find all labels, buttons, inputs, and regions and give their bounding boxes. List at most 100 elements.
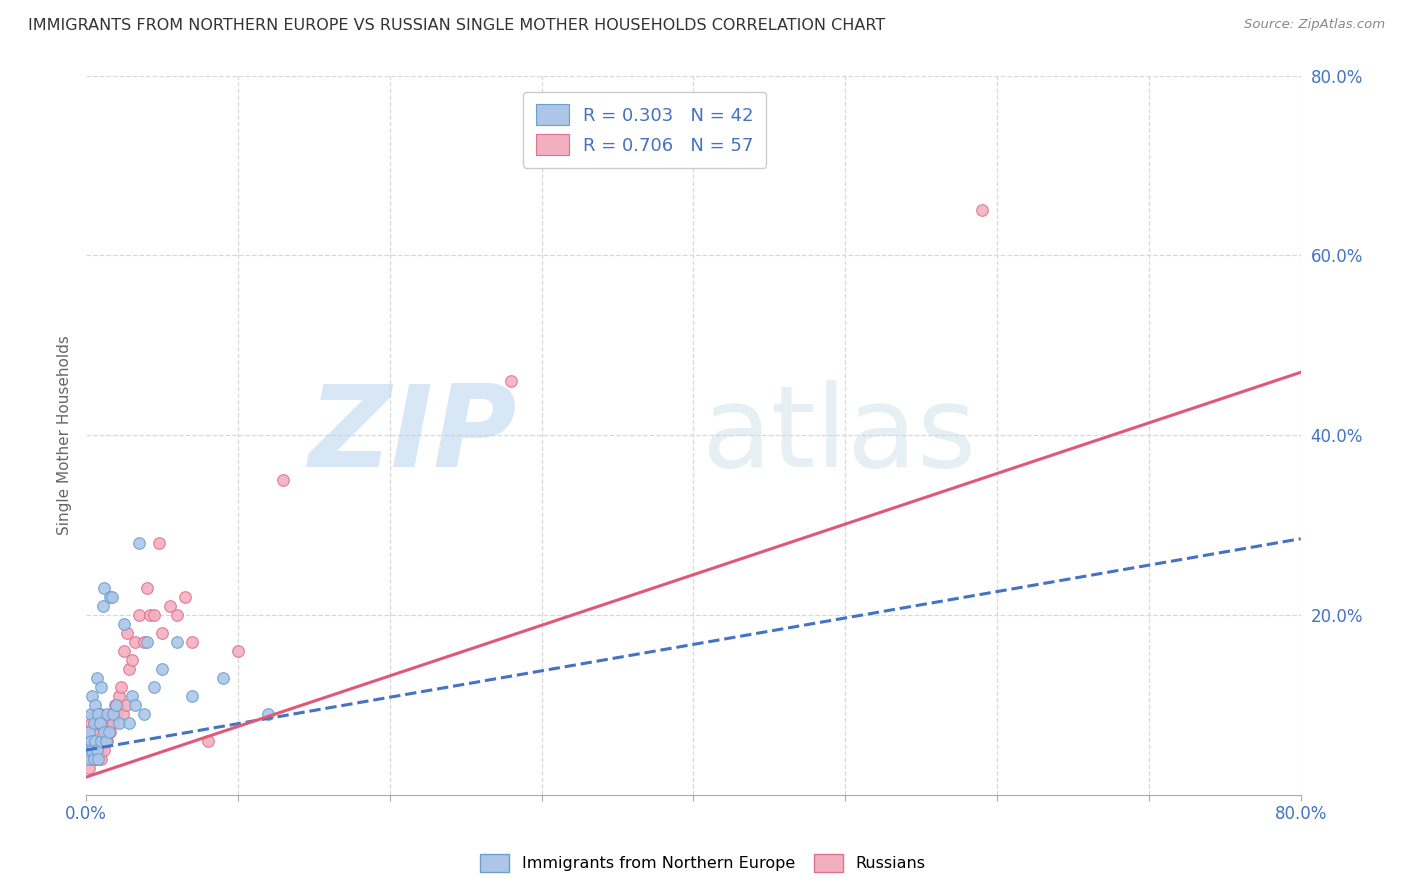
Point	[114, 698, 136, 712]
Point	[104, 698, 127, 712]
Point	[89, 743, 111, 757]
Point	[111, 707, 134, 722]
Point	[86, 707, 108, 722]
Point	[139, 608, 162, 623]
Point	[90, 752, 112, 766]
Point	[79, 707, 101, 722]
Point	[501, 374, 523, 388]
Point	[132, 707, 155, 722]
Point	[76, 734, 98, 748]
Point	[101, 590, 124, 604]
Point	[108, 689, 131, 703]
Point	[77, 761, 100, 775]
Point	[117, 716, 139, 731]
Point	[150, 662, 173, 676]
Point	[101, 707, 124, 722]
Point	[84, 716, 107, 731]
Point	[82, 725, 104, 739]
Point	[135, 581, 157, 595]
Point	[970, 203, 993, 218]
Point	[143, 680, 166, 694]
Point	[87, 752, 110, 766]
Point	[83, 716, 105, 731]
Point	[197, 734, 219, 748]
Point	[94, 734, 117, 748]
Legend: Immigrants from Northern Europe, Russians: Immigrants from Northern Europe, Russian…	[472, 847, 934, 880]
Point	[103, 716, 125, 731]
Point	[96, 707, 118, 722]
Point	[96, 734, 118, 748]
Point	[90, 680, 112, 694]
Point	[112, 617, 135, 632]
Point	[105, 698, 128, 712]
Point	[110, 680, 132, 694]
Legend: R = 0.303   N = 42, R = 0.706   N = 57: R = 0.303 N = 42, R = 0.706 N = 57	[523, 92, 766, 168]
Point	[86, 743, 108, 757]
Point	[87, 752, 110, 766]
Point	[79, 734, 101, 748]
Point	[77, 725, 100, 739]
Point	[82, 689, 104, 703]
Point	[108, 716, 131, 731]
Point	[148, 536, 170, 550]
Point	[93, 743, 115, 757]
Point	[87, 716, 110, 731]
Point	[273, 473, 295, 487]
Y-axis label: Single Mother Households: Single Mother Households	[58, 335, 72, 535]
Point	[97, 725, 120, 739]
Text: IMMIGRANTS FROM NORTHERN EUROPE VS RUSSIAN SINGLE MOTHER HOUSEHOLDS CORRELATION : IMMIGRANTS FROM NORTHERN EUROPE VS RUSSI…	[28, 18, 886, 33]
Point	[89, 716, 111, 731]
Point	[150, 626, 173, 640]
Point	[124, 635, 146, 649]
Point	[76, 752, 98, 766]
Text: Source: ZipAtlas.com: Source: ZipAtlas.com	[1244, 18, 1385, 31]
Point	[98, 590, 121, 604]
Point	[94, 725, 117, 739]
Point	[181, 635, 204, 649]
Point	[117, 662, 139, 676]
Point	[124, 698, 146, 712]
Point	[112, 644, 135, 658]
Point	[211, 671, 233, 685]
Point	[128, 608, 150, 623]
Point	[84, 752, 107, 766]
Point	[128, 536, 150, 550]
Point	[77, 743, 100, 757]
Point	[91, 734, 114, 748]
Point	[79, 716, 101, 731]
Point	[143, 608, 166, 623]
Text: ZIP: ZIP	[309, 380, 517, 491]
Point	[79, 743, 101, 757]
Point	[84, 734, 107, 748]
Point	[105, 707, 128, 722]
Point	[76, 752, 98, 766]
Point	[166, 635, 188, 649]
Point	[93, 725, 115, 739]
Point	[97, 716, 120, 731]
Point	[86, 671, 108, 685]
Point	[107, 698, 129, 712]
Point	[83, 734, 105, 748]
Point	[173, 590, 195, 604]
Point	[135, 635, 157, 649]
Point	[115, 626, 138, 640]
Point	[83, 752, 105, 766]
Point	[86, 743, 108, 757]
Point	[83, 707, 105, 722]
Point	[82, 743, 104, 757]
Point	[181, 689, 204, 703]
Point	[90, 734, 112, 748]
Point	[159, 599, 181, 614]
Point	[166, 608, 188, 623]
Point	[132, 635, 155, 649]
Point	[93, 581, 115, 595]
Point	[91, 599, 114, 614]
Point	[226, 644, 249, 658]
Point	[103, 707, 125, 722]
Point	[121, 689, 143, 703]
Point	[82, 752, 104, 766]
Point	[89, 707, 111, 722]
Point	[77, 725, 100, 739]
Point	[84, 698, 107, 712]
Point	[257, 707, 280, 722]
